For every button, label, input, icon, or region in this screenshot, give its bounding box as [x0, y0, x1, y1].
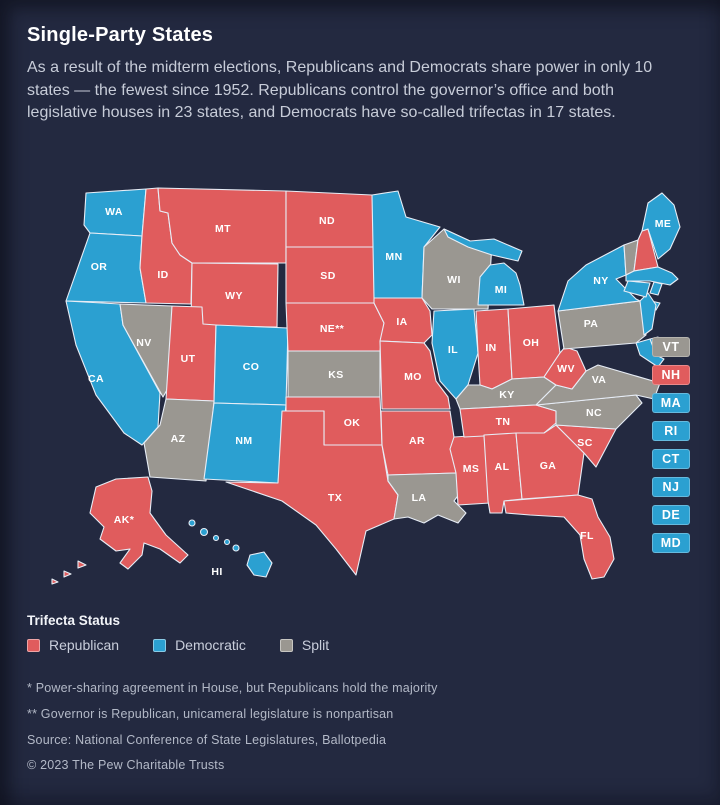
state-label-CO: CO	[243, 361, 260, 373]
state-label-VA: VA	[592, 374, 607, 386]
state-label-LA: LA	[412, 492, 427, 504]
republican-swatch	[27, 638, 40, 652]
state-label-MS: MS	[463, 463, 480, 475]
state-label-IA: IA	[396, 316, 407, 328]
state-label-AZ: AZ	[171, 433, 186, 445]
state-label-UT: UT	[181, 353, 196, 365]
state-label-MO: MO	[404, 371, 422, 383]
state-label-OK: OK	[344, 417, 361, 429]
small-state-chip-VT: VT	[652, 337, 690, 357]
state-label-KS: KS	[328, 369, 343, 381]
small-state-chip-NH: NH	[652, 365, 690, 385]
state-label-MN: MN	[385, 251, 402, 263]
state-label-NV: NV	[136, 337, 151, 349]
legend: Republican Democratic Split	[27, 637, 329, 653]
legend-item-split: Split	[279, 637, 330, 653]
state-label-ID: ID	[157, 269, 168, 281]
state-MO	[379, 340, 451, 410]
state-label-SC: SC	[577, 437, 592, 449]
legend-item-democratic: Democratic	[153, 637, 246, 653]
small-state-chip-MD: MD	[652, 533, 690, 553]
small-state-chip-DE: DE	[652, 505, 690, 525]
source-line: Source: National Conference of State Leg…	[27, 733, 387, 747]
state-label-ND: ND	[319, 215, 335, 227]
state-TX	[225, 410, 399, 576]
state-NH	[633, 228, 659, 272]
us-trifecta-map: WA OR CA NV ID MT WY UT CO AZ NM ND SD NE** KS OK TX MN IA…	[20, 183, 700, 613]
state-WV	[543, 346, 587, 390]
democratic-swatch	[153, 638, 167, 652]
footnote-power-sharing: * Power-sharing agreement in House, but …	[27, 681, 438, 695]
state-label-NM: NM	[235, 435, 252, 447]
state-RI	[649, 281, 663, 296]
small-state-chip-MA: MA	[652, 393, 690, 413]
state-label-OR: OR	[91, 261, 108, 273]
state-label-SD: SD	[320, 270, 335, 282]
state-label-IN: IN	[485, 342, 496, 354]
small-state-chip-NJ: NJ	[652, 477, 690, 497]
state-MD	[635, 338, 665, 368]
legend-title: Trifecta Status	[27, 613, 121, 628]
state-label-OH: OH	[523, 337, 540, 349]
state-label-WY: WY	[225, 290, 243, 302]
state-label-HI: HI	[211, 566, 222, 578]
state-ME	[641, 192, 681, 260]
state-label-AR: AR	[409, 435, 425, 447]
state-label-WI: WI	[447, 274, 461, 286]
state-HI	[188, 519, 273, 578]
state-label-AL: AL	[495, 461, 510, 473]
copyright-line: © 2023 The Pew Charitable Trusts	[27, 758, 225, 772]
legend-item-republican: Republican	[27, 637, 119, 653]
legend-label: Republican	[49, 637, 120, 653]
footnote-nebraska: ** Governor is Republican, unicameral le…	[27, 707, 394, 721]
us-map-svg: WA OR CA NV ID MT WY UT CO AZ NM ND SD NE** KS OK TX MN IA…	[51, 187, 681, 585]
state-label-MI: MI	[495, 284, 507, 296]
states-group	[51, 187, 681, 585]
state-label-TN: TN	[496, 416, 511, 428]
state-label-NE: NE**	[320, 323, 345, 335]
state-label-IL: IL	[448, 344, 458, 356]
state-label-ME: ME	[655, 218, 672, 230]
state-label-FL: FL	[580, 530, 594, 542]
subtitle: As a result of the midterm elections, Re…	[27, 59, 653, 121]
state-label-KY: KY	[499, 389, 514, 401]
state-label-WV: WV	[557, 363, 575, 375]
state-label-NC: NC	[586, 407, 602, 419]
state-CT	[623, 280, 651, 298]
state-MI	[443, 228, 525, 306]
page-title: Single-Party States	[27, 24, 214, 46]
state-AK	[51, 476, 189, 585]
small-state-chip-column: VT NH MA RI CT NJ DE MD	[652, 337, 690, 553]
state-FL	[503, 494, 615, 580]
state-label-MT: MT	[215, 223, 231, 235]
small-state-chip-RI: RI	[652, 421, 690, 441]
state-label-NY: NY	[593, 275, 608, 287]
state-label-CA: CA	[88, 373, 104, 385]
state-label-WA: WA	[105, 206, 123, 218]
legend-label: Democratic	[175, 637, 246, 653]
small-state-chip-CT: CT	[652, 449, 690, 469]
split-swatch	[279, 638, 293, 652]
state-LA	[387, 472, 467, 524]
state-label-AK: AK*	[114, 514, 135, 526]
state-label-TX: TX	[328, 492, 342, 504]
state-AZ	[143, 398, 215, 482]
state-label-PA: PA	[584, 318, 599, 330]
legend-label: Split	[301, 637, 330, 653]
state-label-GA: GA	[540, 460, 557, 472]
